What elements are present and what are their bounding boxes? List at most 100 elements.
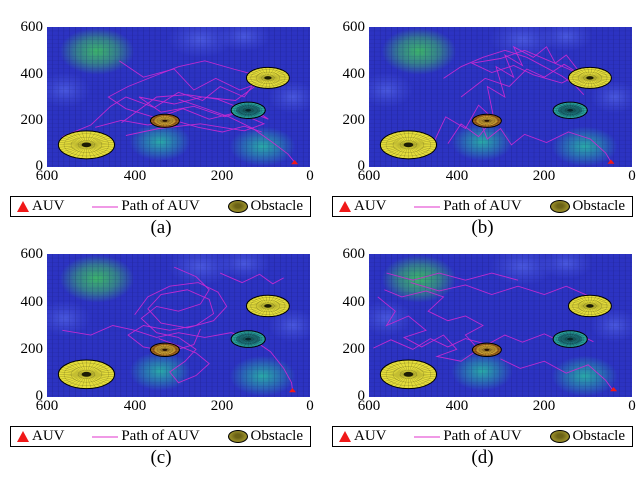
path-line-icon xyxy=(414,205,441,208)
legend-label: AUV xyxy=(354,428,387,444)
obstacle-ellipse-icon xyxy=(227,200,248,213)
y-tick-label: 0 xyxy=(357,158,366,174)
legend-label: AUV xyxy=(354,198,387,214)
obstacle-large-yellow xyxy=(58,131,114,159)
x-tick-label: 0 xyxy=(306,168,314,184)
legend-item-ellipse: Obstacle xyxy=(227,198,303,215)
path-line-icon xyxy=(414,435,441,438)
auv-triangle-icon xyxy=(339,201,351,212)
legend-label: AUV xyxy=(32,428,65,444)
legend-item-ellipse: Obstacle xyxy=(227,428,303,445)
x-tick-label: 200 xyxy=(532,398,556,414)
legend-label: Obstacle xyxy=(250,198,303,214)
obstacle-top-yellow xyxy=(568,67,611,88)
subplot-d: 600 400 200 0 600 400 200 0 AUV Path of AUV Obstac… xyxy=(322,242,643,484)
x-tick-label: 200 xyxy=(210,168,234,184)
subplot-caption: (c) xyxy=(150,447,172,468)
x-tick-label: 600 xyxy=(357,398,381,414)
x-tick-label: 400 xyxy=(123,398,147,414)
obstacle-top-yellow xyxy=(246,295,289,316)
y-tick-label: 600 xyxy=(342,19,366,35)
legend-item-triangle: AUV xyxy=(339,198,387,215)
legend-item-line: Path of AUV xyxy=(92,198,200,215)
obstacle-large-yellow xyxy=(380,360,436,389)
x-tick-label: 200 xyxy=(532,168,556,184)
heatmap-plot xyxy=(369,27,632,167)
y-tick-label: 600 xyxy=(342,246,366,262)
legend-label: Obstacle xyxy=(572,198,625,214)
legend: AUV Path of AUV Obstacle xyxy=(10,196,311,217)
obstacle-ellipse-icon xyxy=(549,200,570,213)
y-tick-label: 400 xyxy=(20,65,44,82)
y-tick-label: 600 xyxy=(20,19,44,35)
obstacle-teal xyxy=(553,331,587,348)
legend-label: Obstacle xyxy=(572,428,625,444)
x-tick-label: 0 xyxy=(628,168,636,184)
y-tick-label: 0 xyxy=(357,388,366,404)
obstacle-large-yellow xyxy=(58,360,114,389)
obstacle-small-brown xyxy=(150,343,179,356)
x-tick-label: 0 xyxy=(306,398,314,414)
obstacle-teal xyxy=(231,331,265,348)
legend: AUV Path of AUV Obstacle xyxy=(332,426,633,447)
y-tick-label: 0 xyxy=(35,388,44,404)
legend: AUV Path of AUV Obstacle xyxy=(10,426,311,447)
legend-label: AUV xyxy=(32,198,65,214)
y-tick-label: 400 xyxy=(20,293,44,310)
legend-item-ellipse: Obstacle xyxy=(549,428,625,445)
auv-triangle-icon xyxy=(17,431,29,442)
heatmap-canvas xyxy=(369,254,632,397)
legend-label: Path of AUV xyxy=(121,198,200,214)
obstacle-large-yellow xyxy=(380,131,436,159)
x-tick-label: 600 xyxy=(357,168,381,184)
y-tick-label: 400 xyxy=(342,293,366,310)
subplot-c: 600 400 200 0 600 400 200 0 AUV Path of AUV Obstac… xyxy=(0,242,322,484)
obstacle-teal xyxy=(553,102,587,118)
path-line-icon xyxy=(92,205,119,208)
x-tick-label: 0 xyxy=(628,398,636,414)
obstacle-ellipse-icon xyxy=(549,430,570,443)
x-tick-label: 600 xyxy=(35,168,59,184)
legend-label: Path of AUV xyxy=(443,428,522,444)
heatmap-canvas xyxy=(47,254,310,397)
subplot-b: 600 400 200 0 600 400 200 0 AUV Path of AUV Obstac… xyxy=(322,0,643,242)
obstacle-ellipse-icon xyxy=(227,430,248,443)
auv-triangle-icon xyxy=(17,201,29,212)
auv-marker xyxy=(291,160,299,165)
y-tick-label: 200 xyxy=(20,112,44,129)
x-tick-label: 400 xyxy=(445,168,469,184)
heatmap-canvas xyxy=(369,27,632,167)
y-tick-label: 200 xyxy=(342,341,366,358)
y-tick-label: 600 xyxy=(20,246,44,262)
heatmap-canvas xyxy=(47,27,310,167)
legend-item-line: Path of AUV xyxy=(414,428,522,445)
subplot-caption: (d) xyxy=(471,447,494,468)
subplot-caption: (a) xyxy=(150,217,172,238)
auv-triangle-icon xyxy=(339,431,351,442)
legend-item-line: Path of AUV xyxy=(414,198,522,215)
legend-item-triangle: AUV xyxy=(17,428,65,445)
obstacle-small-brown xyxy=(472,114,501,127)
legend-label: Obstacle xyxy=(250,428,303,444)
x-tick-label: 400 xyxy=(123,168,147,184)
legend-item-triangle: AUV xyxy=(339,428,387,445)
legend-item-triangle: AUV xyxy=(17,198,65,215)
y-tick-label: 0 xyxy=(35,158,44,174)
x-tick-label: 400 xyxy=(445,398,469,414)
obstacle-small-brown xyxy=(150,114,179,127)
obstacle-top-yellow xyxy=(246,67,289,88)
y-tick-label: 200 xyxy=(20,341,44,358)
legend-label: Path of AUV xyxy=(443,198,522,214)
obstacle-teal xyxy=(231,102,265,118)
heatmap-plot xyxy=(47,254,310,397)
obstacle-top-yellow xyxy=(568,295,611,316)
x-tick-label: 600 xyxy=(35,398,59,414)
heatmap-plot xyxy=(369,254,632,397)
y-tick-label: 400 xyxy=(342,65,366,82)
subplot-caption: (b) xyxy=(471,217,494,238)
obstacle-small-brown xyxy=(472,343,501,356)
auv-marker xyxy=(288,387,296,393)
auv-marker xyxy=(610,386,618,392)
legend-item-ellipse: Obstacle xyxy=(549,198,625,215)
